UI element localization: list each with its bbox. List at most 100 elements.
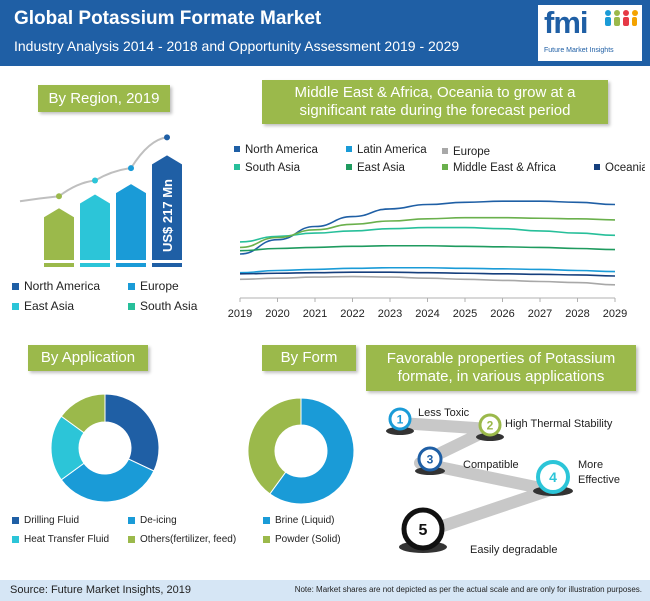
legend-label: Europe xyxy=(453,146,490,158)
property-2-text: High Thermal Stability xyxy=(505,418,613,430)
series-line-north-america xyxy=(239,200,616,255)
legend-swatch xyxy=(234,164,240,170)
legend-swatch xyxy=(263,535,270,543)
slice-powder-solid xyxy=(247,397,302,495)
slice-drilling-fluid xyxy=(104,393,160,472)
marker-shadow xyxy=(386,427,414,435)
property-3-text: Compatible xyxy=(463,459,519,471)
legend-region-europe: Europe xyxy=(128,279,179,293)
bar-base-strip xyxy=(116,263,146,267)
legend-label: East Asia xyxy=(24,299,75,313)
legend-label: South Asia xyxy=(140,299,198,313)
form-label: By Form xyxy=(262,345,356,371)
legend-swatch xyxy=(263,516,270,524)
legend-region-east-asia: East Asia xyxy=(12,299,74,313)
bar-east-asia xyxy=(80,194,110,260)
legend-swatch xyxy=(346,146,352,152)
legend-app-de-icing: De-icing xyxy=(128,515,177,526)
bar-base-strip xyxy=(80,263,110,267)
marker-3 xyxy=(417,446,443,472)
logo-mark: fmi xyxy=(544,5,588,40)
slice-others-fertilizer-feed xyxy=(60,393,106,434)
legend-region-south-asia: South Asia xyxy=(128,299,197,313)
x-tick-label: 2019 xyxy=(228,308,252,320)
series-line-middle-east-africa xyxy=(239,216,616,249)
bar-south-asia xyxy=(44,208,74,260)
legend-label: Drilling Fluid xyxy=(24,515,80,526)
marker-5-number: 5 xyxy=(419,522,428,539)
legend-label: Middle East & Africa xyxy=(453,162,557,174)
legend-label: Europe xyxy=(140,279,179,293)
page-title: Global Potassium Formate Market xyxy=(14,8,322,29)
legend-swatch xyxy=(346,164,352,170)
legend-app-heat-transfer: Heat Transfer Fluid xyxy=(12,534,109,545)
x-tick-label: 2026 xyxy=(490,308,514,320)
properties-road-graphic: 1 Less Toxic 2 High Thermal Stability 3 … xyxy=(386,407,620,556)
region-label-text: By Region, 2019 xyxy=(48,90,160,107)
page-subtitle: Industry Analysis 2014 - 2018 and Opport… xyxy=(14,38,460,54)
x-tick-label: 2029 xyxy=(603,308,627,320)
legend-region-north-america: North America xyxy=(12,279,100,293)
series-line-south-asia xyxy=(239,226,616,243)
x-tick-label: 2027 xyxy=(528,308,552,320)
properties-label-line1: Favorable properties of Potassium xyxy=(386,350,616,367)
property-1-text: Less Toxic xyxy=(418,407,470,419)
legend-label: North America xyxy=(245,144,318,156)
legend-swatch xyxy=(12,303,19,311)
property-4-text-line1: More xyxy=(578,459,603,471)
legend-swatch xyxy=(128,516,135,524)
x-tick-label: 2024 xyxy=(415,308,439,320)
legend-form-powder: Powder (Solid) xyxy=(263,534,341,545)
bar-north-america xyxy=(152,155,182,260)
form-label-text: By Form xyxy=(280,349,338,366)
marker-5 xyxy=(401,507,445,551)
trend-dot xyxy=(164,134,170,141)
legend-label: De-icing xyxy=(140,515,177,526)
slice-de-icing xyxy=(60,458,155,503)
fmi-logo: fmi Future Market Insights xyxy=(538,5,642,61)
region-label: By Region, 2019 xyxy=(38,85,170,112)
source-text: Source: Future Market Insights, 2019 xyxy=(10,584,191,596)
bar-base-strip xyxy=(44,263,74,267)
legend-label: Powder (Solid) xyxy=(275,534,341,545)
logo-text: Future Market Insights xyxy=(544,47,614,54)
marker-4 xyxy=(536,460,570,494)
legend-label: North America xyxy=(24,279,101,293)
trend-label-line2: significant rate during the forecast per… xyxy=(299,102,571,119)
series-line-europe xyxy=(239,275,616,286)
marker-4-number: 4 xyxy=(549,469,557,485)
x-tick-label: 2023 xyxy=(378,308,402,320)
legend-label: Latin America xyxy=(357,144,427,156)
application-label: By Application xyxy=(28,345,148,371)
x-tick-label: 2020 xyxy=(265,308,289,320)
legend-swatch xyxy=(442,148,448,154)
legend-swatch xyxy=(12,535,19,543)
marker-2-number: 2 xyxy=(487,419,494,433)
trend-curve xyxy=(19,136,168,203)
bar-annotation: US$ 217 Mn xyxy=(160,179,175,252)
marker-1 xyxy=(388,407,412,431)
trend-label: Middle East & Africa, Oceania to grow at… xyxy=(262,80,608,124)
marker-1-number: 1 xyxy=(397,413,404,427)
marker-shadow xyxy=(476,433,504,441)
legend-swatch xyxy=(128,535,135,543)
legend-app-others: Others(fertilizer, feed) xyxy=(128,534,236,545)
people-icon xyxy=(605,10,638,26)
slice-brine-liquid xyxy=(269,397,355,505)
series-line-oceania xyxy=(239,271,616,277)
property-5-text: Easily degradable xyxy=(470,544,557,556)
legend-swatch xyxy=(594,164,600,170)
marker-3-number: 3 xyxy=(427,453,434,467)
series-line-east-asia xyxy=(239,244,616,252)
application-label-text: By Application xyxy=(40,349,136,366)
legend-swatch xyxy=(234,146,240,152)
legend-app-drilling-fluid: Drilling Fluid xyxy=(12,515,79,526)
region-bar-chart: US$ 217 Mn xyxy=(19,134,182,267)
marker-2 xyxy=(478,413,502,437)
form-donut-chart xyxy=(247,397,355,505)
legend-swatch xyxy=(128,303,135,311)
footer-bar: Source: Future Market Insights, 2019 Not… xyxy=(0,580,650,601)
x-tick-label: 2028 xyxy=(565,308,589,320)
property-4-text-line2: Effective xyxy=(578,474,620,486)
legend-swatch xyxy=(12,516,19,524)
